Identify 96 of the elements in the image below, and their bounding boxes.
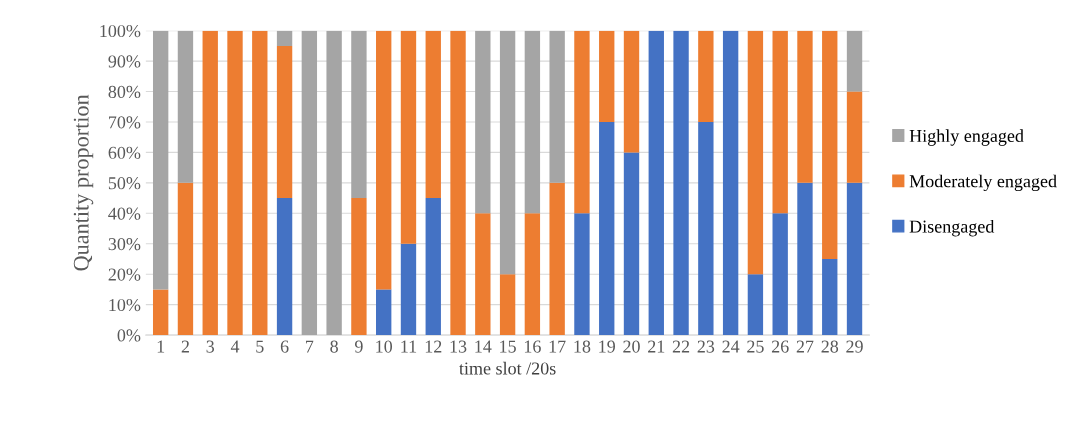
bar (227, 30, 243, 336)
bar (797, 182, 813, 336)
x-tick-label: 25 (747, 340, 764, 353)
x-tick-label: 3 (206, 340, 215, 353)
x-tick-label: 20 (623, 340, 640, 353)
bar (846, 182, 863, 336)
bar (400, 243, 417, 336)
bar (772, 213, 788, 336)
x-tick-label: 13 (450, 340, 467, 353)
x-tick-label: 16 (524, 340, 541, 353)
x-tick-label: 17 (549, 340, 566, 353)
x-tick-label: 18 (574, 340, 591, 353)
bar (846, 30, 863, 92)
bar (400, 30, 417, 244)
bar (722, 30, 739, 336)
bar (351, 30, 367, 199)
bar (822, 30, 838, 259)
y-tick-label: 70% (109, 116, 141, 129)
bar (376, 289, 392, 336)
y-tick-label: 80% (108, 85, 141, 99)
y-tick-label: 90% (108, 55, 141, 68)
bar (252, 30, 268, 336)
bar (177, 30, 194, 183)
x-tick-label: 29 (846, 340, 863, 353)
bar (549, 30, 565, 183)
x-tick-label: 9 (354, 340, 363, 353)
bar (623, 152, 640, 336)
bar (499, 30, 516, 275)
y-tick-label: 100% (100, 24, 141, 38)
bar (822, 258, 838, 336)
y-tick-label: 10% (109, 298, 141, 312)
x-tick-label: 26 (771, 340, 789, 353)
bar (276, 198, 293, 336)
bar (698, 121, 714, 336)
bar (425, 30, 441, 199)
y-tick-label: 20% (108, 268, 141, 281)
x-tick-label: 11 (401, 340, 417, 353)
bar (698, 30, 714, 122)
bar (574, 213, 590, 336)
legend-label: Highly engaged (909, 129, 1024, 146)
bar (673, 30, 689, 336)
bar (177, 182, 194, 336)
bar (276, 45, 293, 199)
bar (574, 30, 590, 214)
x-tick-label: 10 (376, 340, 393, 353)
x-tick-label: 5 (256, 340, 264, 353)
bar (499, 274, 516, 336)
x-tick-label: 23 (697, 340, 715, 353)
x-tick-label: 21 (648, 340, 665, 353)
bar (747, 274, 764, 336)
y-tick-label: 60% (108, 146, 141, 159)
bar (202, 30, 218, 336)
bar (648, 30, 664, 336)
x-tick-label: 7 (306, 340, 314, 353)
legend-label: Moderately engaged (909, 174, 1057, 192)
x-tick-label: 24 (722, 340, 740, 353)
x-tick-label: 4 (230, 340, 240, 353)
bar (376, 30, 392, 290)
bar (599, 30, 615, 122)
x-tick-label: 15 (500, 340, 516, 353)
x-tick-label: 27 (796, 340, 814, 353)
legend-label: Disengaged (909, 219, 995, 237)
bar (846, 91, 863, 183)
x-tick-label: 8 (330, 340, 338, 353)
x-tick-label: 2 (181, 340, 189, 353)
x-tick-label: 14 (475, 340, 492, 353)
y-tick-label: 40% (108, 207, 141, 220)
bar (425, 198, 441, 336)
x-tick-label: 1 (157, 340, 165, 353)
y-axis-title: Quantity proportion (73, 94, 94, 271)
bar (772, 30, 788, 214)
bar (475, 213, 491, 336)
bar (747, 30, 764, 275)
x-tick-label: 6 (280, 340, 289, 353)
bar (599, 121, 615, 336)
bar (301, 30, 318, 336)
bar (524, 213, 541, 336)
y-tick-label: 50% (108, 177, 141, 190)
y-tick-label: 0% (117, 329, 141, 342)
bar (549, 182, 565, 336)
bar (276, 30, 293, 46)
bar (797, 30, 813, 183)
bar (152, 289, 169, 336)
bar (475, 30, 491, 214)
y-tick-label: 30% (108, 238, 141, 251)
bar (450, 30, 466, 336)
x-tick-label: 22 (672, 340, 690, 353)
bar (152, 30, 169, 290)
bar (524, 30, 541, 214)
x-tick-label: 12 (425, 340, 442, 353)
x-axis-title: time slot /20s (459, 361, 556, 375)
bar (326, 30, 342, 336)
x-tick-label: 28 (821, 340, 839, 353)
bar (351, 198, 367, 336)
x-tick-label: 19 (599, 340, 616, 353)
bar (623, 30, 640, 153)
